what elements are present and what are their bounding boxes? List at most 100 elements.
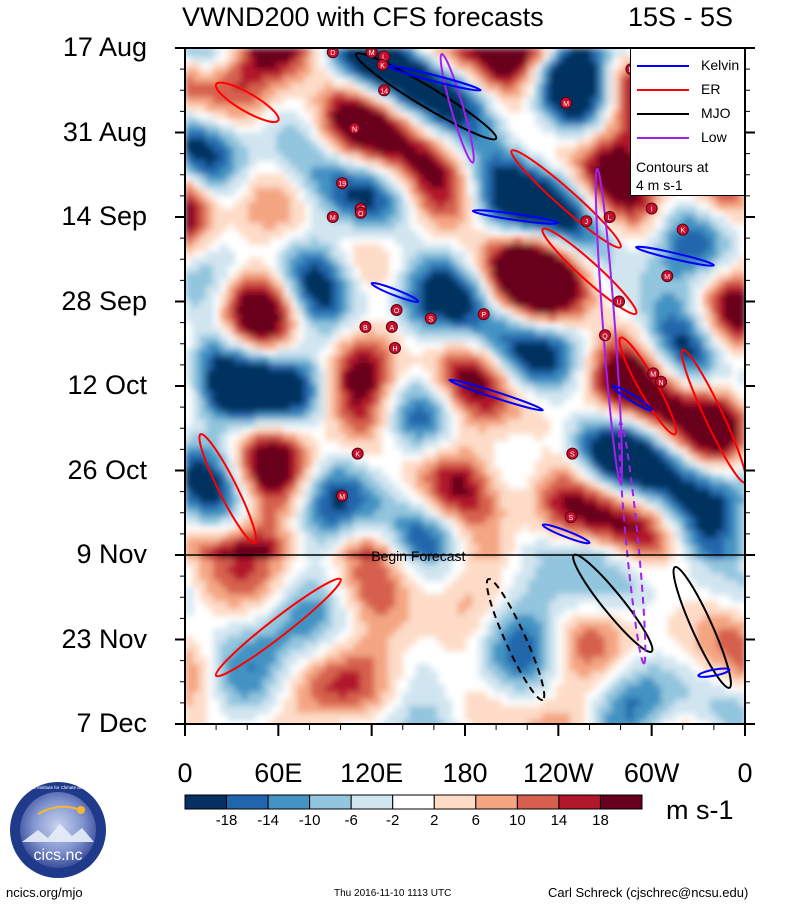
legend-entry: ER [631,81,746,101]
tc-label: O [358,211,364,218]
tc-label: Q [602,333,608,340]
tc-label: K [380,63,385,70]
legend-swatch [637,89,689,91]
x-tick-label: 120W [523,758,594,788]
y-tick-label: 9 Nov [76,539,147,569]
footer-author: Carl Schreck (cjschrec@ncsu.edu) [548,885,749,900]
tc-marker: L [603,211,616,223]
colorbar-tick-label: 2 [430,812,439,829]
tc-label: 14 [380,88,388,95]
chart-title: VWND200 with CFS forecasts [182,2,544,32]
footer-timestamp: Thu 2016-11-10 1113 UTC [334,888,452,899]
kelvin-contour [448,378,544,412]
tc-label: I [651,207,653,214]
y-tick-label: 12 Oct [67,370,147,400]
tc-marker: K [351,447,364,460]
tc-label: S [428,316,433,323]
tc-marker: M [326,211,339,223]
legend-label: Low [701,129,727,145]
legend-label: ER [701,81,721,97]
kelvin-contour [697,667,731,678]
tc-label: B [363,325,368,332]
mjo-contour [485,578,546,701]
tc-marker: U [613,295,625,308]
legend: Kelvin ER MJO Low Contours at 4 m s-1 [630,48,745,196]
tc-label: U [616,300,621,307]
mjo-contour [354,52,498,141]
latitude-band-label: 15S - 5S [628,2,734,32]
er-contour [541,227,638,316]
tc-marker: S [566,447,579,460]
tc-marker: J [580,215,593,228]
y-tick-label: 14 Sep [61,201,147,231]
x-tick-label: 60E [254,758,303,788]
y-tick-label: 7 Dec [76,708,147,738]
colorbar-tick-label: -2 [386,812,400,829]
colorbar-tick-label: -14 [257,812,279,829]
tc-label: M [339,494,345,501]
tc-label: N [352,126,357,133]
tc-label: J [585,219,589,226]
legend-swatch [637,65,689,67]
legend-label: Kelvin [701,57,740,73]
er-contour [680,348,745,484]
tc-marker: M [365,48,378,59]
tc-marker: M [560,96,573,109]
tc-marker: M [336,489,349,502]
colorbar-tick-label: -10 [298,812,321,829]
tc-label: M [664,274,670,281]
kelvin-contour [370,281,420,303]
tc-marker: S [564,510,577,523]
tc-marker: O [354,206,367,219]
plot-axes [175,47,755,736]
forecast-start-label: Begin Forecast [371,548,465,564]
tc-marker: O [390,303,403,316]
mjo-contour [672,565,732,689]
tc-marker: 19 [336,177,349,190]
footer-url: ncics.org/mjo [6,885,83,900]
tc-label: L [382,54,386,61]
tc-label: O [394,308,400,315]
tc-marker: N [655,375,667,388]
logo-ring-text: Cooperative Institute for Climate and Sa… [12,785,105,790]
tc-marker: M [661,270,674,283]
kelvin-contour [471,209,560,225]
y-tick-label: 31 Aug [62,116,147,147]
kelvin-contour [611,384,653,412]
x-tick-label: 0 [737,758,753,788]
tc-marker: M [647,367,660,380]
tc-marker: B [359,320,372,333]
legend-note-line1: Contours at [636,159,709,175]
tc-label: M [369,50,375,57]
cics-logo: cics.nc Cooperative Institute for Climat… [10,782,106,878]
tc-label: K [355,452,360,459]
y-tick-label: 23 Nov [61,623,147,654]
y-tick-label: 26 Oct [67,454,147,485]
tc-marker: K [376,58,389,71]
colorbar-units: m s-1 [666,795,734,825]
colorbar-tick-label: -6 [344,812,358,829]
legend-entry: Low [631,129,746,149]
low-contour [618,421,647,665]
tc-label: L [608,215,612,222]
kelvin-contour [541,523,591,545]
legend-swatch [637,137,689,139]
x-tick-label: 0 [177,758,193,788]
legend-entry: MJO [631,105,746,125]
tc-marker: N [348,122,361,135]
colorbar-tick-label: 10 [509,812,526,829]
legend-note-line2: 4 m s-1 [636,177,683,193]
tc-marker: K [676,223,689,236]
kelvin-contour [635,245,715,267]
tc-label: K [680,228,685,235]
tc-label: S [568,515,573,522]
x-tick-label: 120E [340,758,404,788]
y-tick-label: 28 Sep [61,285,147,316]
legend-swatch [637,113,689,115]
colorbar-tick-label: -18 [215,812,238,829]
tc-marker: I [645,202,658,215]
tc-label: H [392,346,397,353]
tc-marker: S [424,312,437,325]
x-tick-label: 180 [442,758,488,788]
tc-marker: D [326,48,339,59]
